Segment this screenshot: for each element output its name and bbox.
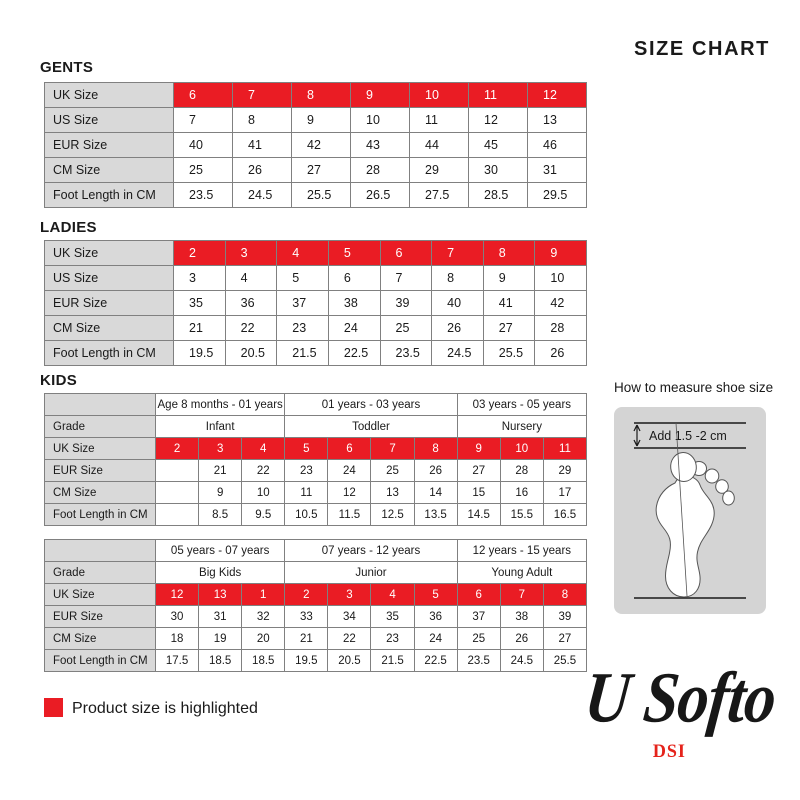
svg-text:Add 1.5 -2 cm: Add 1.5 -2 cm bbox=[649, 429, 727, 443]
